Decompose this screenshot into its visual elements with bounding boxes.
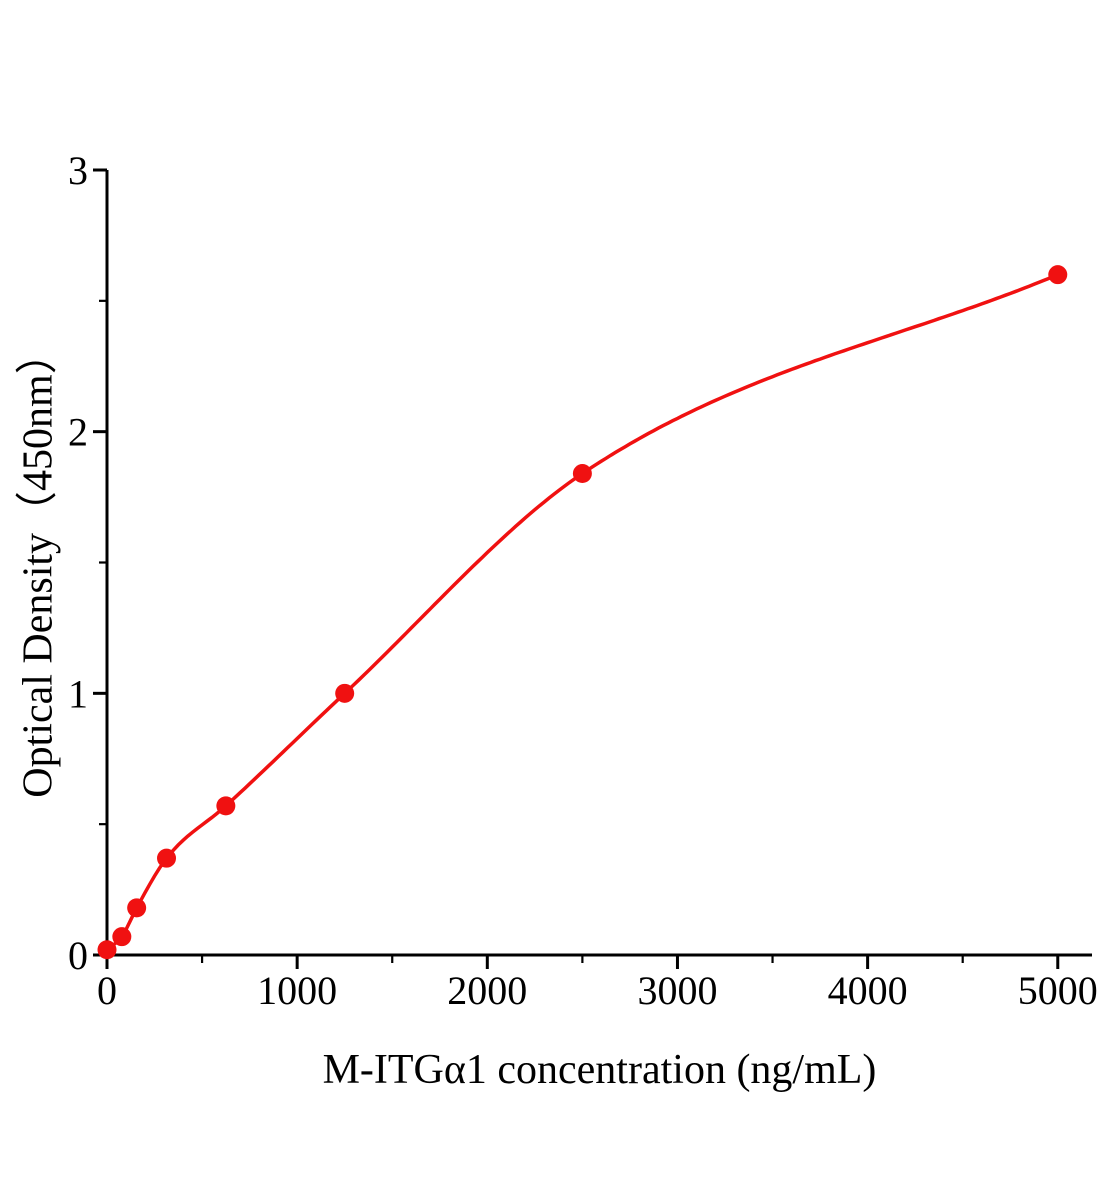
y-tick-label: 2 [68, 410, 88, 455]
x-axis-title: M-ITGα1 concentration (ng/mL) [322, 1047, 877, 1093]
data-point [335, 683, 355, 703]
data-point [1048, 265, 1068, 285]
data-point [112, 927, 132, 947]
x-tick-label: 3000 [637, 968, 717, 1013]
fit-curve [105, 272, 1060, 952]
y-tick-label: 1 [68, 671, 88, 716]
x-tick-label: 2000 [447, 968, 527, 1013]
data-point [157, 848, 177, 868]
x-tick-label: 1000 [257, 968, 337, 1013]
data-point [572, 464, 592, 484]
x-tick-label: 4000 [828, 968, 908, 1013]
x-tick-label: 5000 [1018, 968, 1098, 1013]
y-tick-label: 3 [68, 148, 88, 193]
x-tick-label: 0 [97, 968, 117, 1013]
data-point [127, 898, 147, 918]
data-point [97, 940, 117, 960]
y-tick-label: 0 [68, 933, 88, 978]
y-axis-title: Optical Density（450nm） [15, 332, 62, 798]
data-point [216, 796, 236, 816]
